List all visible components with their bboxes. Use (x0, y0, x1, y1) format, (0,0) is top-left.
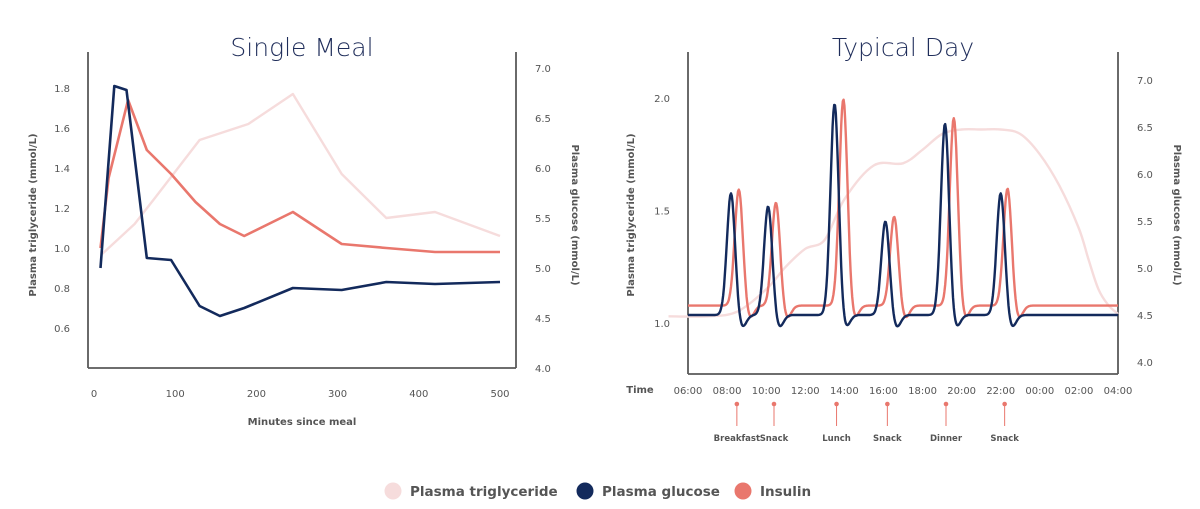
typical-day-x-tick-label: 12:00 (791, 386, 820, 397)
typical-day-x-tick-label: 08:00 (713, 386, 742, 397)
typical-day-right-tick-label: 5.0 (1137, 264, 1153, 275)
single-meal-right-tick-label: 7.0 (535, 64, 551, 75)
single-meal-left-tick-label: 0.8 (54, 284, 70, 295)
meal-marker-dot (734, 401, 740, 407)
legend-insulin-swatch (734, 482, 752, 500)
single-meal-left-y-axis-label: Plasma triglyceride (mmol/L) (28, 133, 39, 296)
single-meal-x-tick-label: 200 (247, 389, 266, 400)
typical-day-x-tick-label: 14:00 (830, 386, 859, 397)
typical-day-left-tick-label: 1.5 (654, 207, 670, 218)
typical-day-right-tick-label: 6.0 (1137, 170, 1153, 181)
single-meal-glucose-line (99, 84, 501, 318)
typical-day-triglyceride-line (668, 127, 1119, 318)
typical-day-left-y-axis-label: Plasma triglyceride (mmol/L) (626, 133, 637, 296)
typical-day-right-y-axis-label: Plasma glucose (mmol/L) (1171, 144, 1182, 285)
meal-marker-dot (943, 401, 949, 407)
legend-glucose-swatch (576, 482, 594, 500)
typical-day-right-tick-label: 4.5 (1137, 311, 1153, 322)
typical-day-insulin-line (687, 98, 1119, 319)
typical-day-title: Typical Day (832, 33, 974, 62)
single-meal-insulin-line (99, 98, 500, 254)
meal-marker-dot (771, 401, 777, 407)
typical-day-x-tick-label: 04:00 (1104, 386, 1133, 397)
single-meal-left-tick-label: 1.2 (54, 204, 70, 215)
single-meal-x-tick-label: 300 (328, 389, 347, 400)
typical-day-right-tick-label: 6.5 (1137, 123, 1153, 134)
typical-day-left-tick-label: 2.0 (654, 94, 670, 105)
single-meal-right-tick-label: 6.0 (535, 164, 551, 175)
typical-day-x-tick-label: 16:00 (869, 386, 898, 397)
meal-marker-dot (834, 401, 839, 407)
single-meal-right-tick-label: 4.5 (535, 314, 551, 325)
single-meal-title: Single Meal (230, 33, 373, 62)
meal-marker-dot (1002, 401, 1007, 407)
typical-day-right-tick-label: 4.0 (1137, 358, 1153, 369)
legend-triglyceride-label: Plasma triglyceride (410, 484, 558, 500)
single-meal-right-tick-label: 6.5 (535, 114, 551, 125)
typical-day-left-tick-label: 1.0 (654, 319, 670, 330)
typical-day-x-tick-label: 22:00 (986, 386, 1015, 397)
meal-label: Snack (873, 434, 902, 444)
typical-day-x-tick-label: 18:00 (908, 386, 937, 397)
typical-day-right-tick-label: 5.5 (1137, 217, 1153, 228)
legend-insulin-label: Insulin (760, 484, 811, 500)
typical-day-x-tick-label: 10:00 (752, 386, 781, 397)
single-meal-x-axis-label: Minutes since meal (248, 417, 357, 428)
typical-day-x-tick-label: 20:00 (947, 386, 976, 397)
single-meal-x-tick-label: 500 (490, 389, 509, 400)
single-meal-left-tick-label: 1.0 (54, 244, 70, 255)
meal-label: Breakfast (714, 434, 760, 444)
single-meal-right-tick-label: 5.0 (535, 264, 551, 275)
single-meal-x-tick-label: 0 (91, 389, 97, 400)
meal-label: Lunch (822, 434, 851, 444)
single-meal-left-tick-label: 1.8 (54, 84, 70, 95)
single-meal-x-tick-label: 100 (166, 389, 185, 400)
meal-label: Dinner (930, 434, 963, 444)
typical-day-x-tick-label: 06:00 (674, 386, 703, 397)
single-meal-x-tick-label: 400 (409, 389, 428, 400)
single-meal-triglyceride-line (101, 92, 501, 255)
typical-day-x-tick-label: 02:00 (1064, 386, 1093, 397)
single-meal-left-tick-label: 1.6 (54, 124, 70, 135)
typical-day-x-axis-label: Time (626, 385, 654, 396)
meal-marker-dot (885, 401, 890, 407)
single-meal-right-tick-label: 5.5 (535, 214, 551, 225)
legend-triglyceride-swatch (384, 482, 402, 500)
typical-day-x-tick-label: 00:00 (1025, 386, 1054, 397)
legend-glucose-label: Plasma glucose (602, 484, 720, 500)
single-meal-right-tick-label: 4.0 (535, 364, 551, 375)
single-meal-right-y-axis-label: Plasma glucose (mmol/L) (569, 144, 580, 285)
typical-day-right-tick-label: 7.0 (1137, 76, 1153, 87)
typical-day-glucose-line (687, 103, 1119, 328)
meal-label: Snack (760, 434, 789, 444)
single-meal-left-tick-label: 0.6 (54, 324, 70, 335)
meal-label: Snack (990, 434, 1019, 444)
single-meal-left-tick-label: 1.4 (54, 164, 70, 175)
